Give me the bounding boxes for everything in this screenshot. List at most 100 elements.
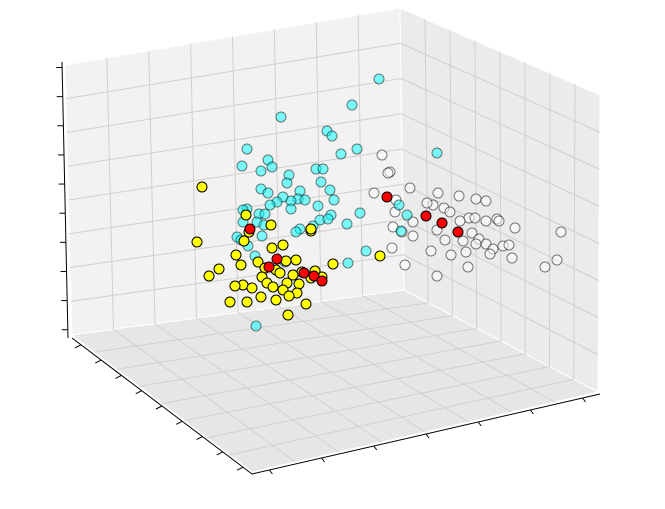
- point: [235, 259, 247, 271]
- point: [395, 225, 407, 237]
- point: [283, 290, 295, 302]
- point: [230, 249, 242, 261]
- point: [255, 165, 267, 177]
- tick-mark: [236, 466, 244, 471]
- point: [420, 210, 432, 222]
- point: [256, 230, 268, 242]
- point: [267, 281, 279, 293]
- tick-mark: [425, 433, 430, 439]
- point: [335, 148, 347, 160]
- point: [381, 191, 393, 203]
- grid-line: [402, 219, 599, 319]
- point: [259, 208, 271, 220]
- grid-line: [161, 340, 502, 404]
- point: [354, 207, 366, 219]
- point: [551, 254, 563, 266]
- point: [324, 184, 336, 196]
- tick-mark: [115, 374, 122, 379]
- point: [238, 235, 250, 247]
- point: [401, 209, 413, 221]
- point: [503, 239, 515, 251]
- point: [305, 223, 317, 235]
- tick-mark: [95, 359, 102, 364]
- grid-line: [549, 73, 551, 367]
- grid: [65, 15, 600, 463]
- grid-line: [229, 378, 574, 456]
- point: [407, 230, 419, 242]
- tick-mark: [216, 451, 223, 456]
- points: [191, 73, 567, 332]
- point: [270, 294, 282, 306]
- point: [493, 215, 505, 227]
- tick-mark: [582, 397, 586, 403]
- point: [255, 291, 267, 303]
- point: [460, 246, 472, 258]
- point: [382, 167, 394, 179]
- point: [263, 261, 275, 273]
- point: [203, 270, 215, 282]
- tick-mark: [373, 445, 378, 451]
- point: [421, 197, 433, 209]
- point: [326, 130, 338, 142]
- point: [316, 275, 328, 287]
- grid-line: [315, 22, 322, 302]
- point: [439, 234, 451, 246]
- point: [236, 160, 248, 172]
- point: [290, 254, 302, 266]
- point: [280, 255, 292, 267]
- point: [290, 226, 302, 238]
- point: [266, 242, 278, 254]
- point: [484, 248, 496, 260]
- point: [300, 298, 312, 310]
- point: [271, 253, 283, 265]
- point: [506, 252, 518, 264]
- point: [452, 226, 464, 238]
- tick-mark: [135, 390, 142, 395]
- point: [240, 209, 252, 221]
- point: [322, 213, 334, 225]
- point: [480, 215, 492, 227]
- point: [341, 218, 353, 230]
- point: [213, 263, 225, 275]
- grid-line: [206, 366, 550, 439]
- point: [360, 245, 372, 257]
- point: [480, 195, 492, 207]
- tick-mark: [155, 405, 163, 410]
- point: [246, 282, 258, 294]
- point: [244, 223, 256, 235]
- point: [431, 270, 443, 282]
- tick-mark: [176, 420, 183, 425]
- grid-line: [68, 148, 403, 201]
- point: [241, 143, 253, 155]
- point: [275, 111, 287, 123]
- point: [436, 217, 448, 229]
- point: [393, 199, 405, 211]
- point: [282, 309, 294, 321]
- point: [229, 280, 241, 292]
- point: [509, 222, 521, 234]
- point: [386, 242, 398, 254]
- tick-mark: [321, 457, 326, 463]
- point: [196, 181, 208, 193]
- point: [373, 73, 385, 85]
- point: [342, 257, 354, 269]
- tick-mark: [477, 421, 482, 427]
- point: [454, 215, 466, 227]
- point: [274, 267, 286, 279]
- grid-line: [184, 353, 526, 422]
- grid-line: [401, 148, 600, 244]
- point: [281, 177, 293, 189]
- point: [328, 194, 340, 206]
- grid-line: [573, 84, 576, 380]
- point: [555, 226, 567, 238]
- point: [264, 199, 276, 211]
- point: [444, 206, 456, 218]
- tick-mark: [74, 344, 82, 349]
- point: [308, 270, 320, 282]
- tick-mark: [268, 469, 273, 475]
- point: [191, 236, 203, 248]
- grid-line: [279, 306, 469, 423]
- point: [315, 176, 327, 188]
- point: [470, 193, 482, 205]
